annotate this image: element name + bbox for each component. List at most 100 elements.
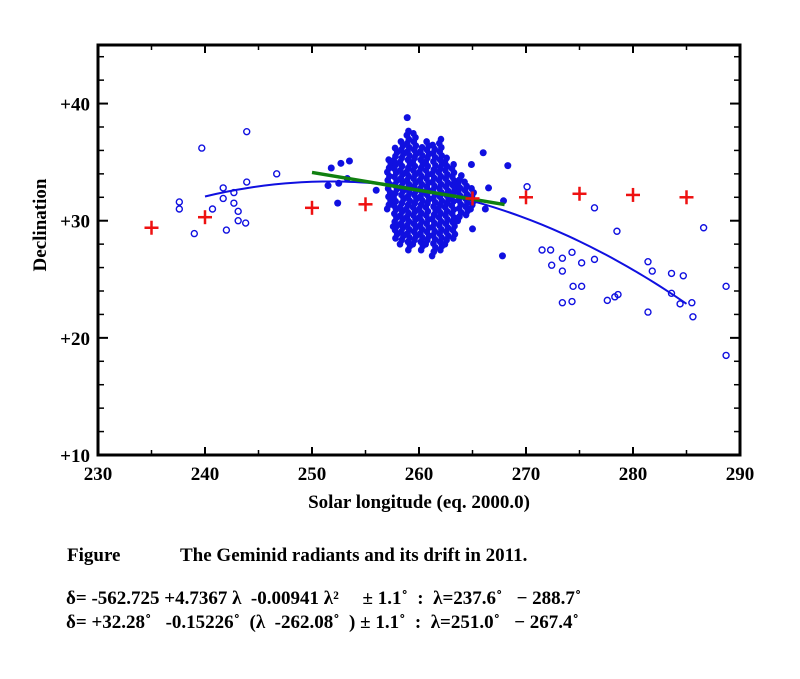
open-radiant-point (219, 194, 227, 203)
open-radiant-point (219, 184, 227, 192)
y-tick-label: +20 (60, 329, 90, 350)
daily-mean-cross (465, 191, 480, 206)
filled-radiant-point (337, 159, 345, 167)
caption-label: Figure (67, 545, 121, 566)
daily-mean-cross (572, 186, 587, 201)
x-tick-label: 270 (512, 464, 541, 485)
open-radiant-point (272, 170, 281, 178)
open-radiant-point (190, 229, 199, 238)
filled-radiant-point (443, 154, 450, 162)
daily-mean-cross (679, 190, 694, 205)
open-radiant-point (689, 313, 697, 321)
open-radiant-point (699, 224, 708, 232)
y-axis-label: Declination (30, 178, 51, 271)
daily-mean-cross (198, 210, 212, 225)
open-radiant-point (241, 219, 250, 227)
filled-radiant-point (397, 138, 405, 146)
filled-radiant-point (467, 160, 475, 168)
filled-radiant-point (504, 162, 512, 170)
x-tick-label: 240 (191, 464, 220, 485)
open-radiant-point (568, 297, 576, 306)
filled-radiant-point (458, 172, 465, 180)
open-radiant-point (230, 199, 238, 207)
open-radiant-point (679, 272, 687, 280)
open-radiant-point (676, 300, 684, 308)
open-radiant-point (644, 308, 652, 316)
open-radiant-point (243, 178, 251, 186)
filled-radiant-point (437, 135, 445, 143)
open-radiant-point (175, 198, 184, 206)
filled-radiant-point (469, 225, 476, 233)
scatter-chart: 230 240 250 260 270 280 290 +10 +20 +30 +40 Solar … (30, 43, 755, 513)
open-radiant-point (523, 183, 531, 191)
filled-radiant-point (420, 240, 428, 248)
equation-linear: δ= +32.28˚ -0.15226˚ (λ -262.08˚ ) ± 1.1… (66, 612, 579, 633)
open-radiant-point (577, 282, 586, 291)
open-radiant-point (590, 255, 599, 264)
filled-radiant-point (324, 182, 332, 190)
filled-radiant-point (345, 157, 353, 165)
daily-mean-cross (519, 190, 533, 205)
open-radiant-point (568, 248, 576, 257)
open-radiant-point (577, 259, 586, 267)
filled-radiant-point (403, 114, 411, 122)
open-radiant-point (722, 282, 730, 291)
open-radiant-point (547, 261, 556, 269)
open-radiant-point (590, 204, 599, 212)
open-radiant-point (222, 226, 231, 234)
y-tick-label: +40 (60, 95, 90, 116)
filled-radiant-point (385, 156, 392, 164)
filled-radiant-point (429, 141, 436, 149)
filled-radiant-point (423, 138, 430, 146)
x-tick-label: 260 (405, 464, 434, 485)
open-radiant-point (611, 293, 619, 301)
open-radiant-point (558, 267, 567, 275)
open-radiant-point (644, 258, 652, 266)
x-tick-label: 290 (726, 464, 755, 485)
filled-radiant-point (481, 205, 489, 213)
filled-radiant-point (418, 144, 426, 151)
open-radiant-point (546, 246, 555, 254)
y-tick-label: +10 (60, 446, 90, 467)
open-radiant-point (175, 205, 184, 213)
filled-radiant-point (498, 252, 506, 260)
open-radiant-point (688, 299, 696, 307)
x-axis-label: Solar longitude (eq. 2000.0) (308, 492, 530, 513)
filled-radiant-point (479, 149, 487, 157)
open-radiant-point (558, 254, 567, 262)
filled-radiant-point (485, 184, 493, 192)
caption-title: The Geminid radiants and its drift in 20… (180, 545, 528, 566)
daily-mean-cross (358, 197, 373, 212)
filled-radiant-point (461, 178, 468, 186)
open-radiant-point (722, 351, 730, 360)
filled-radiant-point (468, 185, 475, 192)
open-radiant-point (648, 267, 656, 275)
open-radiant-point (538, 246, 546, 254)
open-radiant-point (208, 205, 217, 213)
open-radiant-point (613, 227, 621, 235)
open-radiant-point (234, 217, 242, 225)
filled-radiant-point (391, 144, 399, 152)
filled-radiant-point (450, 160, 457, 168)
daily-mean-cross (144, 220, 159, 235)
open-radiant-point (667, 269, 676, 278)
x-tick-label: 280 (619, 464, 648, 485)
x-tick-label: 230 (84, 464, 113, 485)
open-radiant-point (558, 299, 567, 307)
filled-radiant-point (410, 129, 417, 137)
filled-radiant-point (405, 127, 412, 135)
daily-mean-cross (626, 187, 640, 202)
open-radiant-point (234, 207, 242, 216)
y-tick-label: +30 (60, 212, 90, 233)
daily-mean-cross (305, 200, 319, 215)
filled-radiant-point (389, 223, 397, 231)
x-tick-label: 250 (298, 464, 327, 485)
equation-quadratic: δ= -562.725 +4.7367 λ -0.00941 λ² ± 1.1˚… (66, 588, 582, 609)
open-radiant-point (198, 144, 206, 152)
open-radiant-point (243, 127, 251, 136)
filled-radiant-point (334, 199, 342, 207)
open-radiant-point (603, 296, 612, 305)
open-radiant-point (667, 289, 676, 298)
open-radiant-point (569, 282, 577, 291)
